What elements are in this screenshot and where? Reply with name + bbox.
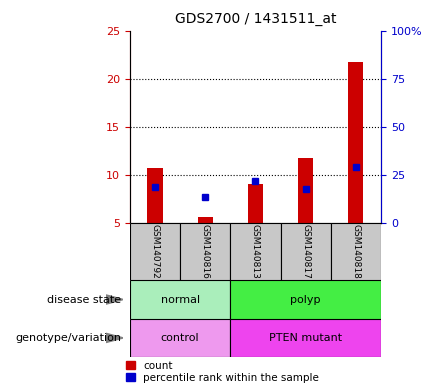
- Text: polyp: polyp: [291, 295, 321, 305]
- Text: GSM140816: GSM140816: [201, 224, 210, 279]
- Bar: [130, 280, 230, 319]
- Bar: [230, 319, 381, 357]
- Text: PTEN mutant: PTEN mutant: [269, 333, 342, 343]
- Bar: [331, 223, 381, 280]
- Bar: [130, 319, 230, 357]
- Legend: count, percentile rank within the sample: count, percentile rank within the sample: [126, 361, 319, 382]
- Bar: [148, 168, 162, 223]
- Bar: [230, 223, 281, 280]
- Text: control: control: [161, 333, 200, 343]
- Bar: [281, 223, 331, 280]
- Bar: [230, 280, 381, 319]
- Text: GSM140817: GSM140817: [301, 224, 310, 279]
- Bar: [248, 184, 263, 223]
- Bar: [130, 223, 180, 280]
- Text: normal: normal: [161, 295, 200, 305]
- Text: disease state: disease state: [47, 295, 121, 305]
- Polygon shape: [106, 295, 123, 304]
- Bar: [180, 223, 230, 280]
- Bar: [349, 62, 363, 223]
- Text: GDS2700 / 1431511_at: GDS2700 / 1431511_at: [175, 12, 336, 25]
- Polygon shape: [106, 333, 123, 343]
- Text: GSM140792: GSM140792: [151, 224, 159, 279]
- Text: GSM140818: GSM140818: [352, 224, 360, 279]
- Bar: [198, 217, 213, 223]
- Text: genotype/variation: genotype/variation: [15, 333, 121, 343]
- Bar: [298, 159, 313, 223]
- Text: GSM140813: GSM140813: [251, 224, 260, 279]
